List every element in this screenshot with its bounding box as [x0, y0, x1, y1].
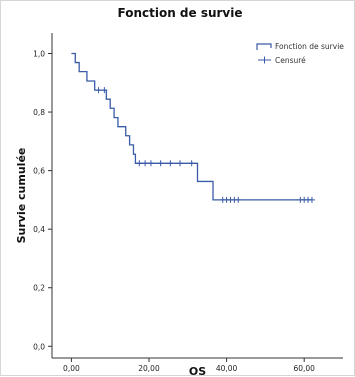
censored-marker: [136, 160, 143, 167]
legend-censored-label: Censuré: [275, 56, 306, 65]
censored-marker: [101, 87, 108, 94]
legend-censored-symbol: [258, 56, 271, 64]
x-tick-label: 40,00: [216, 364, 238, 373]
legend: Fonction de survie Censuré: [256, 42, 344, 65]
chart-title: Fonction de survie: [117, 6, 242, 20]
censored-marker: [188, 160, 195, 167]
y-tick-label: 0,6: [33, 167, 45, 176]
survival-curve: [71, 52, 312, 201]
censored-marker: [142, 160, 149, 167]
x-ticks: 0,00 20,00 40,00 60,00: [63, 358, 315, 373]
plot-series: [71, 52, 315, 203]
y-tick-label: 0,4: [33, 225, 45, 234]
y-tick-label: 1,0: [33, 49, 45, 58]
x-tick-label: 20,00: [138, 364, 160, 373]
y-ticks: 0,0 0,2 0,4 0,6 0,8 1,0: [33, 49, 52, 351]
censored-marker: [177, 160, 184, 167]
legend-survival-symbol: [256, 43, 272, 50]
axes: [51, 33, 343, 359]
censored-marker: [95, 87, 102, 94]
y-tick-label: 0,0: [33, 342, 45, 351]
censored-marker: [147, 160, 154, 167]
y-axis-title: Survie cumulée: [15, 148, 28, 244]
censored-marker: [167, 160, 174, 167]
y-tick-label: 0,8: [33, 108, 45, 117]
censored-marker: [235, 196, 242, 203]
censored-marker: [157, 160, 164, 167]
x-tick-label: 0,00: [63, 364, 80, 373]
x-axis-title: OS: [189, 365, 206, 377]
x-tick-label: 60,00: [293, 364, 315, 373]
y-tick-label: 0,2: [33, 284, 45, 293]
censored-marker: [308, 196, 315, 203]
legend-survival-label: Fonction de survie: [275, 42, 344, 51]
